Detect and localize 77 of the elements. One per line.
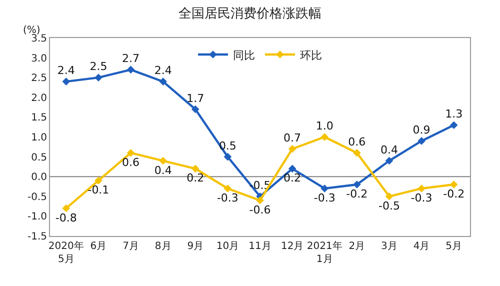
data-label: 0.2	[186, 172, 204, 185]
point	[224, 184, 232, 192]
point	[385, 156, 394, 165]
point	[288, 144, 296, 153]
data-label: -0.3	[216, 191, 238, 204]
data-label: 2.4	[57, 64, 75, 78]
y-tick-label: 1.5	[31, 112, 47, 124]
point	[62, 78, 70, 86]
x-tick-label: 8月	[154, 241, 172, 252]
x-tick-label: 2021年 1月	[306, 240, 342, 265]
data-label: 0.6	[348, 135, 366, 148]
point	[450, 121, 458, 130]
point	[126, 148, 135, 157]
chart-title: 全国居民消费价格涨跌幅	[178, 6, 322, 22]
legend-label: 同比	[233, 48, 255, 62]
point	[126, 66, 135, 74]
data-label: 0.9	[412, 123, 430, 136]
data-label: -0.3	[314, 191, 336, 204]
data-label: -0.3	[410, 191, 432, 204]
data-label: 2.5	[90, 60, 108, 74]
x-tick-label: 5月	[446, 241, 462, 252]
y-tick-label: -1.5	[27, 232, 47, 242]
y-tick-label: 1.0	[31, 132, 47, 144]
data-label: 1.0	[316, 120, 334, 132]
point	[191, 105, 200, 114]
x-tick-label: 7月	[122, 241, 139, 252]
y-tick-label: -1.0	[27, 212, 47, 223]
data-label: 0.2	[284, 172, 302, 185]
x-tick-label: 6月	[90, 241, 107, 252]
y-tick-label: 3.5	[31, 34, 47, 44]
data-label: -0.6	[249, 203, 271, 216]
data-label: 2.4	[154, 64, 172, 78]
y-tick-label: 0.5	[31, 152, 47, 164]
point	[450, 180, 458, 188]
data-label: -0.2	[443, 188, 465, 201]
x-tick-label: 11月	[248, 241, 272, 252]
x-tick-label: 12月	[280, 241, 304, 252]
data-label: 0.4	[154, 164, 172, 177]
data-label: -0.2	[346, 188, 368, 201]
point	[353, 180, 361, 188]
x-tick-label: 9月	[187, 241, 204, 252]
point	[191, 164, 200, 173]
point	[353, 148, 361, 157]
x-tick-label: 2月	[348, 241, 366, 252]
point	[256, 196, 264, 204]
x-tick-label: 10月	[216, 241, 240, 252]
data-label: 0.6	[122, 156, 140, 169]
point	[94, 74, 102, 82]
point	[320, 133, 329, 141]
data-label: 0.7	[284, 131, 302, 144]
point	[418, 137, 426, 145]
data-label: -0.5	[378, 199, 400, 212]
point	[418, 184, 426, 192]
y-tick-label: -0.5	[27, 192, 47, 203]
y-axis-title: (%)	[23, 25, 40, 36]
x-tick-label: 2020年 5月	[48, 240, 84, 265]
point	[385, 192, 394, 200]
y-tick-label: 3.0	[31, 53, 47, 64]
data-label: 1.7	[186, 92, 204, 105]
x-tick-label: 3月	[381, 241, 398, 252]
point	[159, 156, 167, 165]
point	[224, 152, 232, 161]
data-label: -0.8	[55, 211, 77, 224]
point	[159, 78, 167, 86]
point	[320, 184, 329, 192]
point	[288, 164, 296, 173]
y-tick-label: 2.0	[31, 92, 47, 104]
point	[94, 176, 102, 184]
data-label: 1.3	[445, 108, 463, 121]
y-tick-label: 2.5	[31, 73, 47, 84]
point	[62, 204, 70, 212]
data-label: 0.4	[380, 143, 398, 156]
data-label: -0.1	[88, 184, 110, 197]
legend-label: 环比	[300, 48, 322, 62]
data-label: 2.7	[122, 52, 140, 66]
x-tick-label: 4月	[413, 241, 430, 252]
y-tick-label: 0.0	[31, 172, 47, 184]
